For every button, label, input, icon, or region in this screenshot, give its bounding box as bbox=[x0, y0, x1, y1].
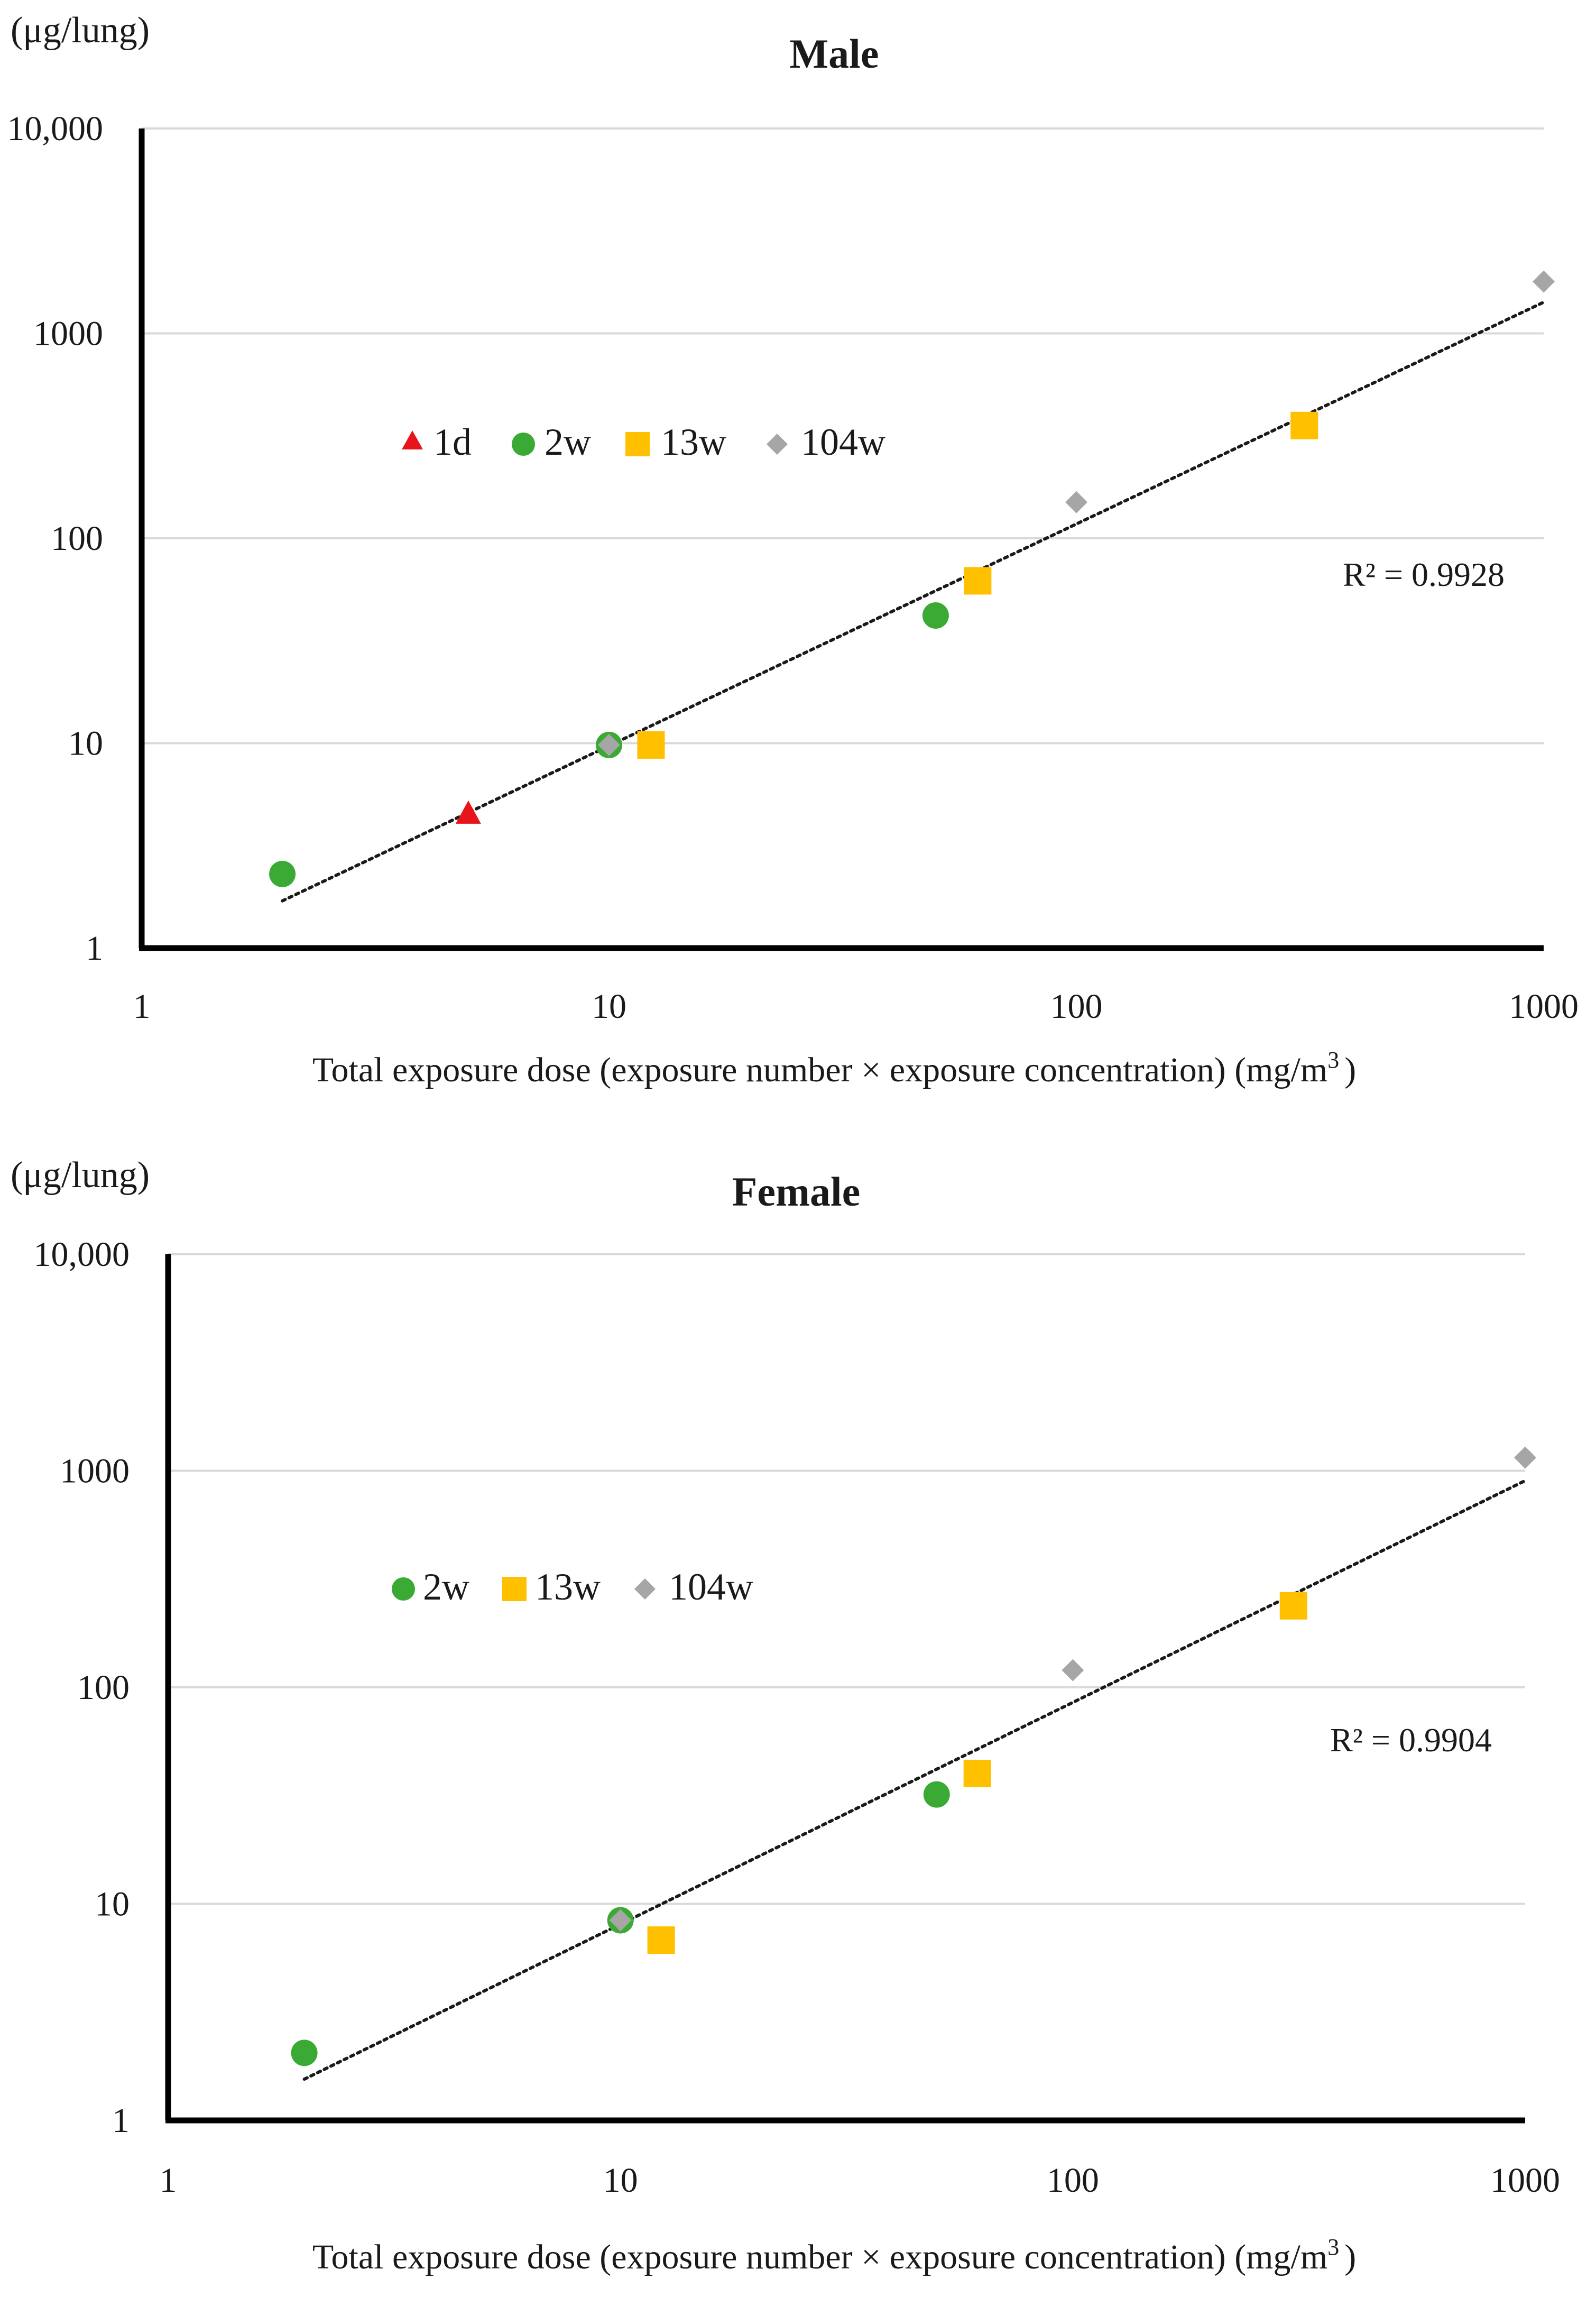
female-point-13w bbox=[1279, 1592, 1307, 1620]
female-r-squared: R² = 0.9904 bbox=[1330, 1721, 1492, 1759]
male-gridlines bbox=[142, 127, 1544, 745]
female-point-13w bbox=[647, 1926, 675, 1954]
male-point-13w bbox=[1290, 411, 1318, 439]
female-point-104w bbox=[1514, 1446, 1536, 1469]
female-chart: (μg/lung) Female 1 10 100 1000 10,000 1 … bbox=[11, 1155, 1560, 2276]
female-x-tick-label: 10 bbox=[603, 2161, 638, 2200]
male-point-104w bbox=[598, 733, 620, 756]
male-y-tick-label: 10,000 bbox=[7, 109, 104, 148]
male-x-tick-label: 1 bbox=[133, 987, 151, 1026]
male-point-2w bbox=[922, 602, 949, 629]
male-x-tick-labels: 1 10 100 1000 bbox=[133, 987, 1579, 1026]
female-x-tick-labels: 1 10 100 1000 bbox=[160, 2161, 1561, 2200]
male-y-tick-label: 100 bbox=[51, 519, 103, 558]
male-point-13w bbox=[637, 731, 665, 759]
female-x-tick-label: 1000 bbox=[1490, 2161, 1560, 2200]
male-y-tick-labels: 1 10 100 1000 10,000 bbox=[7, 109, 104, 968]
legend-label-2w: 2w bbox=[423, 1566, 469, 1608]
legend-marker-1d bbox=[402, 430, 423, 449]
female-point-2w bbox=[291, 2039, 318, 2066]
male-y-tick-label: 1000 bbox=[33, 315, 103, 353]
male-unit-label: (μg/lung) bbox=[11, 10, 150, 51]
legend-label-13w: 13w bbox=[661, 421, 726, 463]
male-chart: (μg/lung) Male 1 10 100 1000 10,000 1 10… bbox=[7, 10, 1579, 1089]
male-x-axis-label: Total exposure dose (exposure number × e… bbox=[312, 1047, 1356, 1089]
female-y-tick-label: 1000 bbox=[60, 1452, 130, 1491]
female-legend: 2w 13w 104w bbox=[392, 1566, 753, 1608]
legend-marker-104w bbox=[634, 1578, 656, 1600]
legend-marker-13w bbox=[502, 1577, 527, 1601]
male-y-tick-label: 1 bbox=[86, 929, 103, 968]
male-point-104w bbox=[1065, 491, 1087, 513]
legend-label-13w: 13w bbox=[535, 1566, 601, 1608]
legend-label-104w: 104w bbox=[669, 1566, 753, 1608]
legend-label-1d: 1d bbox=[433, 421, 472, 463]
female-x-axis-label: Total exposure dose (exposure number × e… bbox=[312, 2234, 1356, 2276]
female-unit-label: (μg/lung) bbox=[11, 1155, 150, 1196]
legend-label-104w: 104w bbox=[801, 421, 885, 463]
female-x-tick-label: 100 bbox=[1047, 2161, 1099, 2200]
male-point-1d bbox=[455, 800, 481, 824]
female-y-tick-labels: 1 10 100 1000 10,000 bbox=[34, 1235, 130, 2140]
male-trendline bbox=[281, 300, 1545, 903]
male-x-tick-label: 1000 bbox=[1509, 987, 1579, 1026]
legend-marker-2w bbox=[392, 1577, 415, 1601]
legend-label-2w: 2w bbox=[545, 421, 591, 463]
female-gridlines bbox=[168, 1253, 1525, 1905]
legend-marker-13w bbox=[625, 432, 650, 456]
female-y-tick-label: 10 bbox=[95, 1885, 130, 1924]
male-r-squared: R² = 0.9928 bbox=[1343, 556, 1505, 593]
male-point-2w bbox=[269, 860, 296, 887]
female-y-tick-label: 1 bbox=[112, 2101, 130, 2140]
male-point-13w bbox=[964, 567, 992, 595]
legend-marker-104w bbox=[767, 434, 788, 455]
male-y-tick-label: 10 bbox=[68, 724, 103, 763]
female-point-2w bbox=[923, 1781, 950, 1808]
female-point-13w bbox=[963, 1759, 991, 1787]
male-point-104w bbox=[1533, 270, 1555, 293]
female-chart-title: Female bbox=[732, 1169, 861, 1215]
female-trendline bbox=[302, 1479, 1527, 2081]
female-y-tick-label: 10,000 bbox=[34, 1235, 130, 1274]
male-x-tick-label: 100 bbox=[1050, 987, 1103, 1026]
female-point-104w bbox=[1062, 1659, 1084, 1682]
female-point-104w bbox=[609, 1909, 632, 1932]
male-legend: 1d 2w 13w 104w bbox=[402, 421, 885, 463]
female-y-tick-label: 100 bbox=[77, 1668, 130, 1707]
female-x-tick-label: 1 bbox=[160, 2161, 177, 2200]
legend-marker-2w bbox=[512, 433, 535, 456]
male-chart-title: Male bbox=[790, 31, 879, 77]
male-x-tick-label: 10 bbox=[592, 987, 626, 1026]
